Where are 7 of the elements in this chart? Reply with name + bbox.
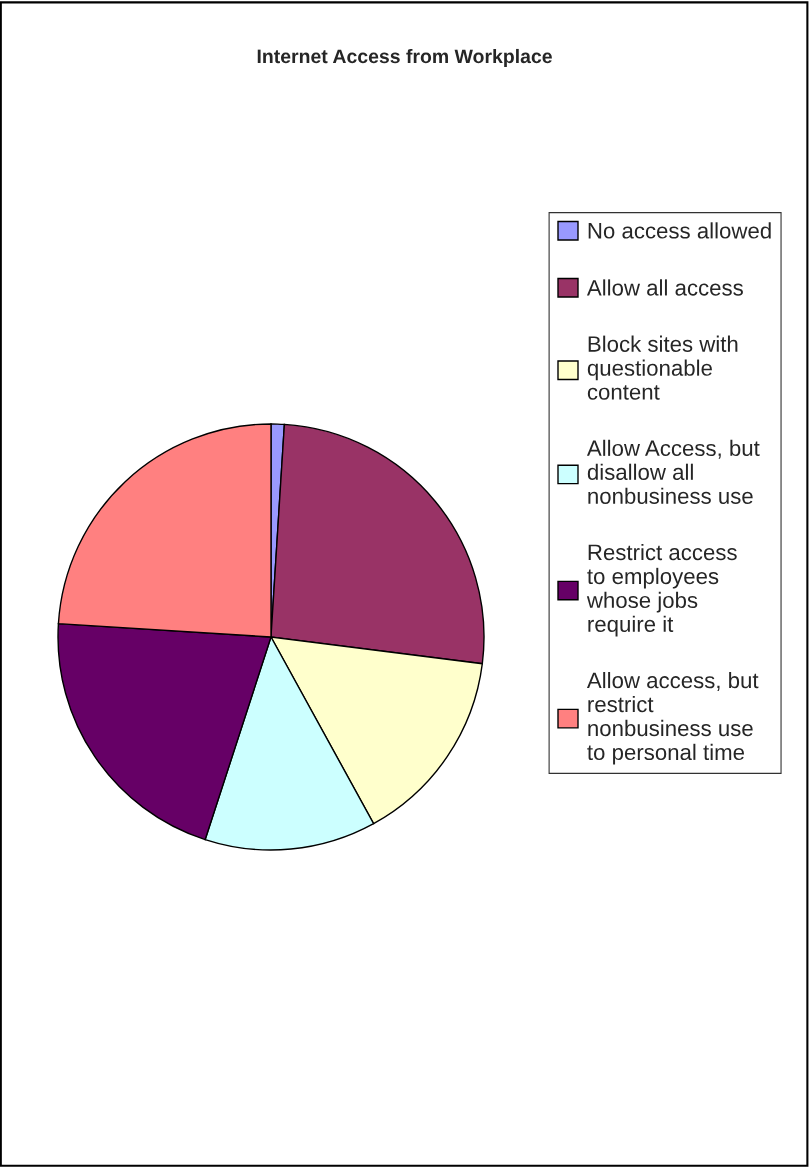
legend-label: Block sites with questionable content [587, 335, 738, 400]
legend-label: No access allowed [588, 222, 771, 239]
legend-label: Allow access, but restrict nonbusiness use to personal time [586, 671, 759, 765]
chart-title: Internet Access from Workplace [257, 48, 552, 68]
legend-label: Restrict access to employees whose jobs require it [586, 543, 737, 637]
legend-label: Allow Access, but disallow all nonbusiness use [586, 439, 760, 504]
legend-label: Allow all access [586, 279, 743, 296]
